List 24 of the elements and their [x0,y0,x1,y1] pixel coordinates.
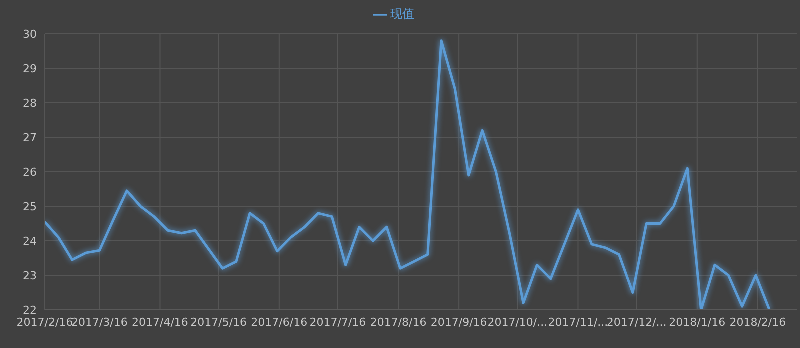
x-tick-label: 2017/2/16 [16,316,74,329]
x-tick-label: 2017/9/16 [430,316,488,329]
x-tick-label: 2018/2/16 [730,316,786,329]
x-tick-label: 2017/11/... [548,316,608,329]
x-tick-label: 2018/1/16 [669,316,726,329]
y-tick-label: 26 [23,166,37,179]
y-tick-label: 24 [23,234,37,248]
x-tick-label: 2017/3/16 [71,316,128,329]
x-tick-label: 2017/6/16 [251,316,308,329]
line-series [45,40,771,310]
legend-label: 现值 [390,7,414,21]
y-tick-label: 25 [23,200,37,214]
y-tick-label: 28 [23,96,37,110]
x-tick-label: 2017/10/... [488,316,548,329]
x-tick-label: 2017/8/16 [370,316,427,329]
y-tick-label: 23 [23,269,37,282]
x-tick-label: 2017/4/16 [132,316,188,329]
x-tick-label: 2017/5/16 [190,316,248,329]
y-tick-label: 29 [23,62,37,76]
y-tick-label: 30 [23,28,37,41]
x-tick-label: 2017/12/... [606,316,667,329]
x-tick-label: 2017/7/16 [310,316,366,329]
y-tick-label: 27 [23,131,37,144]
y-tick-label: 22 [23,304,37,317]
